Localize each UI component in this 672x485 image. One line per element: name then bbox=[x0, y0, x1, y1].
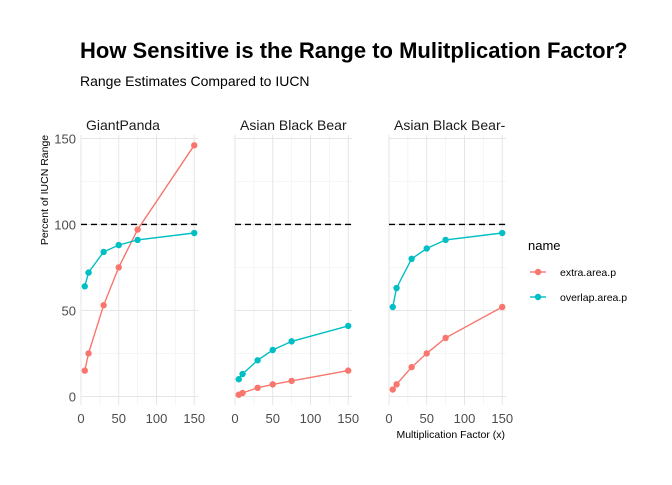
data-point bbox=[85, 269, 92, 276]
legend-label: extra.area.p bbox=[560, 267, 616, 279]
x-tick-label: 0 bbox=[77, 411, 84, 426]
x-tick-label: 150 bbox=[183, 411, 205, 426]
data-point bbox=[191, 142, 198, 149]
data-point bbox=[499, 229, 506, 237]
data-point bbox=[81, 367, 88, 374]
data-point bbox=[393, 284, 400, 292]
y-tick-label: 100 bbox=[54, 217, 76, 232]
data-point bbox=[269, 346, 276, 354]
data-point bbox=[393, 381, 400, 388]
legend-key-point bbox=[534, 293, 542, 301]
series-line bbox=[392, 306, 503, 390]
y-tick-label: 50 bbox=[62, 303, 76, 318]
data-point bbox=[239, 389, 246, 397]
facet-strip-label: Asian Black Bear bbox=[240, 117, 347, 133]
legend-label: overlap.area.p bbox=[560, 292, 627, 304]
data-point bbox=[191, 229, 198, 237]
x-tick-label: 50 bbox=[266, 411, 280, 426]
x-tick-label: 50 bbox=[420, 411, 434, 426]
legend-key-point bbox=[534, 268, 542, 276]
x-tick-label: 0 bbox=[385, 411, 392, 426]
facet-strip-label: GiantPanda bbox=[86, 117, 160, 133]
facet-panel: GiantPanda 0 50 100 150 0 50 100 150 bbox=[54, 117, 205, 426]
data-point bbox=[442, 236, 449, 244]
data-point bbox=[423, 350, 430, 357]
x-tick-label: 0 bbox=[231, 411, 238, 426]
data-point bbox=[345, 322, 352, 330]
legend-item: extra.area.p bbox=[530, 267, 616, 279]
x-tick-label: 150 bbox=[337, 411, 359, 426]
data-point bbox=[115, 241, 122, 249]
data-point bbox=[134, 226, 141, 233]
data-point bbox=[254, 384, 261, 392]
data-point bbox=[499, 303, 506, 311]
x-tick-label: 100 bbox=[300, 411, 322, 426]
data-point bbox=[254, 357, 261, 364]
x-tick-label: 100 bbox=[146, 411, 168, 426]
data-point bbox=[423, 245, 430, 252]
x-tick-label: 150 bbox=[491, 411, 513, 426]
data-point bbox=[115, 264, 122, 271]
facet-panel: Asian Black Bear-S 0 50 100 150 bbox=[385, 117, 515, 426]
facet-strip-label: Asian Black Bear-S bbox=[394, 117, 515, 133]
y-tick-label: 0 bbox=[69, 389, 76, 404]
x-tick-label: 50 bbox=[112, 411, 126, 426]
series-line bbox=[238, 325, 349, 380]
data-point bbox=[442, 334, 449, 342]
data-point bbox=[288, 338, 295, 345]
x-tick-label: 100 bbox=[454, 411, 476, 426]
data-point bbox=[100, 248, 107, 256]
data-point bbox=[408, 255, 415, 263]
chart-title: How Sensitive is the Range to Mulitplica… bbox=[80, 38, 628, 63]
data-point bbox=[269, 381, 276, 388]
series-line bbox=[84, 144, 195, 371]
x-axis-title: Multiplication Factor (x) bbox=[396, 429, 505, 441]
data-point bbox=[389, 386, 396, 393]
chart-subtitle: Range Estimates Compared to IUCN bbox=[80, 73, 310, 89]
data-point bbox=[345, 367, 352, 374]
y-tick-label: 150 bbox=[54, 131, 76, 146]
facet-panel: Asian Black Bear 0 50 100 150 bbox=[231, 117, 359, 426]
series-line bbox=[392, 232, 503, 308]
data-point bbox=[81, 283, 88, 290]
data-point bbox=[288, 377, 295, 385]
legend-title: name bbox=[528, 238, 561, 253]
data-point bbox=[408, 363, 415, 371]
data-point bbox=[239, 370, 246, 378]
data-point bbox=[134, 236, 141, 244]
legend: name extra.area.p overlap.area.p bbox=[528, 238, 627, 304]
data-point bbox=[235, 376, 242, 383]
y-axis-title: Percent of IUCN Range bbox=[39, 135, 51, 245]
data-point bbox=[389, 303, 396, 311]
legend-item: overlap.area.p bbox=[530, 292, 627, 304]
data-point bbox=[100, 302, 107, 309]
data-point bbox=[85, 350, 92, 357]
